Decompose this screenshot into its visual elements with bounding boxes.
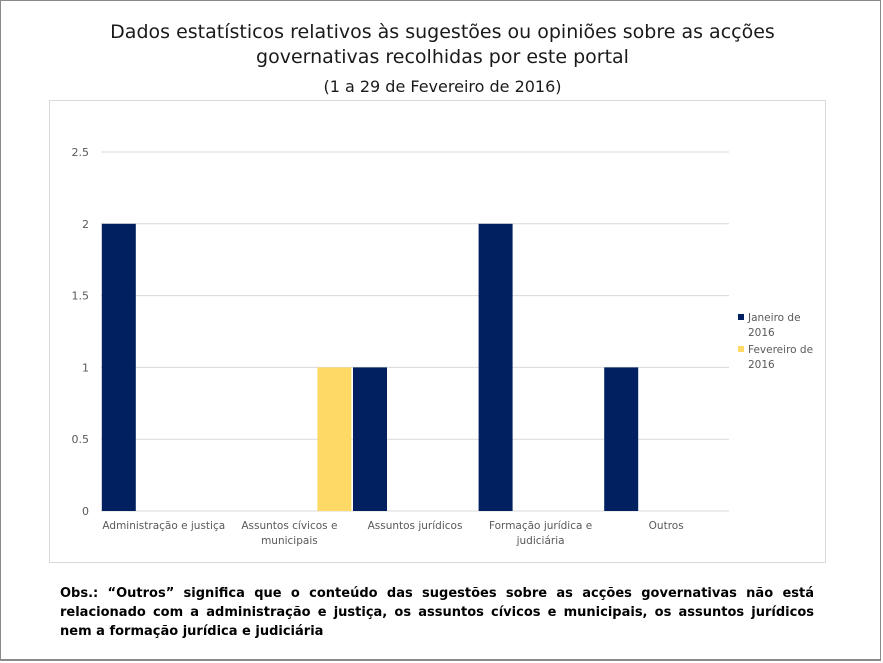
y-tick-label-5: 2.5 bbox=[72, 146, 90, 159]
chart-subtitle: (1 a 29 de Fevereiro de 2016) bbox=[323, 77, 562, 96]
x-tick-label-3-1: judiciária bbox=[516, 535, 565, 547]
x-tick-label-1-0: Assuntos cívicos e bbox=[241, 520, 337, 532]
bar-0-0 bbox=[101, 223, 136, 512]
y-tick-label-3: 1.5 bbox=[72, 290, 90, 303]
chart-title: Dados estatísticos relativos às sugestõe… bbox=[60, 20, 825, 70]
bar-0-3 bbox=[478, 223, 513, 512]
legend-label-1-0: Fevereiro de bbox=[748, 344, 813, 356]
x-tick-label-3-0: Formação jurídica e bbox=[489, 520, 592, 532]
y-tick-label-2: 1 bbox=[82, 361, 89, 374]
bar-0-4 bbox=[604, 367, 639, 511]
chart-area: 0 0.5 1 1.5 2 2.5 Administração e justiça Assun… bbox=[49, 100, 826, 563]
legend-label-0-0: Janeiro de bbox=[747, 312, 801, 324]
legend-swatch-0 bbox=[738, 314, 744, 320]
bar-chart: 0 0.5 1 1.5 2 2.5 Administração e justiça Assun… bbox=[72, 146, 814, 547]
legend-label-0-1: 2016 bbox=[748, 327, 775, 339]
legend-swatch-1 bbox=[738, 346, 744, 352]
x-tick-label-2-0: Assuntos jurídicos bbox=[368, 520, 463, 532]
y-tick-label-1: 0.5 bbox=[72, 433, 90, 446]
observation-note: Obs.: “Outros” significa que o conteúdo … bbox=[60, 586, 814, 639]
x-tick-label-0-0: Administração e justiça bbox=[102, 520, 225, 532]
x-tick-label-1-1: municipais bbox=[261, 535, 318, 547]
chart-title-line-2: governativas recolhidas por este portal bbox=[256, 46, 629, 68]
y-tick-label-4: 2 bbox=[82, 218, 89, 231]
chart-title-line-1: Dados estatísticos relativos às sugestõe… bbox=[110, 21, 775, 43]
legend-label-1-1: 2016 bbox=[748, 359, 775, 371]
x-tick-label-4-0: Outros bbox=[649, 520, 684, 532]
y-tick-label-0: 0 bbox=[82, 505, 89, 518]
bar-0-2 bbox=[353, 367, 387, 511]
bar-1-1 bbox=[317, 367, 352, 511]
